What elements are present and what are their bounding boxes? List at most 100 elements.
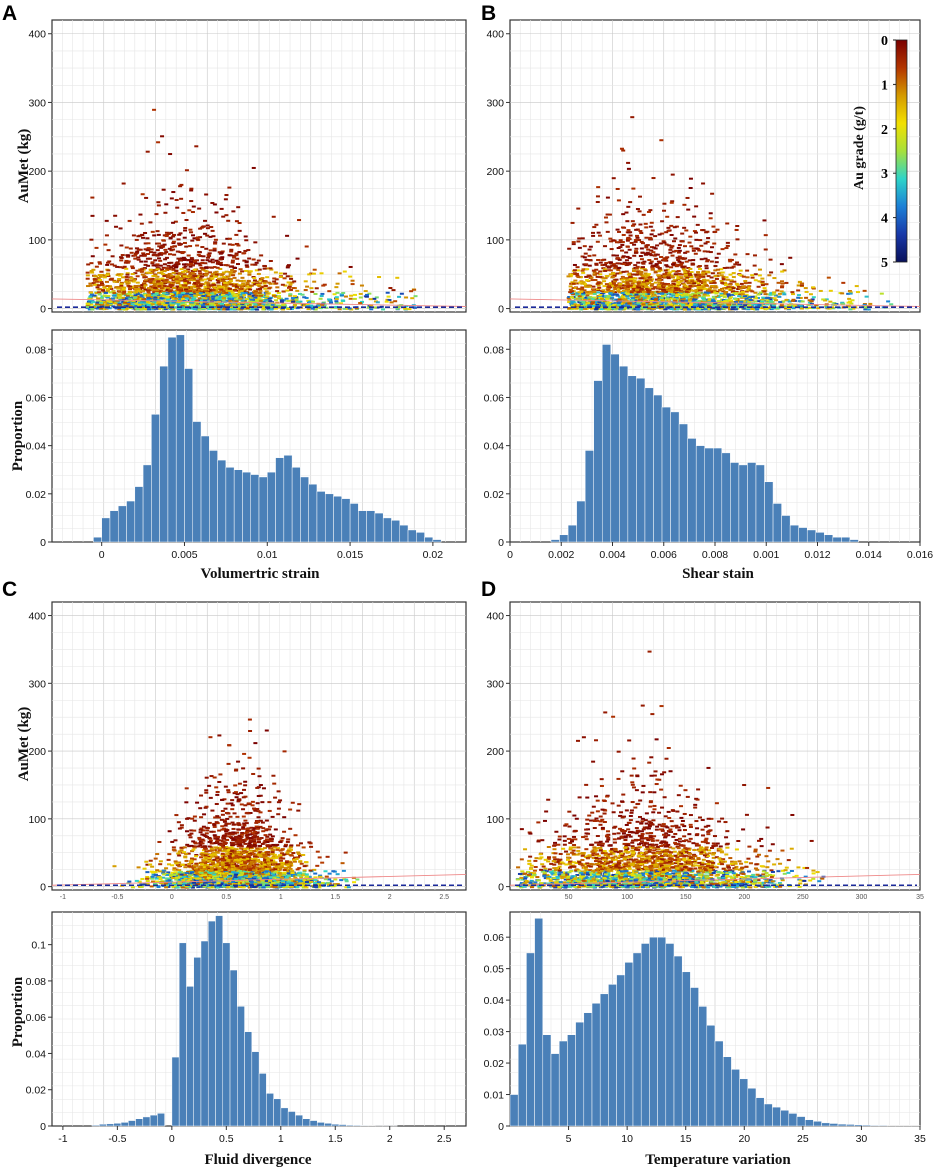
scatter-point <box>685 277 690 280</box>
scatter-point <box>622 293 627 296</box>
hist-bar <box>126 500 136 543</box>
scatter-point <box>824 306 829 309</box>
scatter-point <box>303 289 308 292</box>
scatter-point <box>192 237 197 240</box>
scatter-point <box>232 256 237 259</box>
scatter-point <box>181 263 186 266</box>
panel-a-hist-xtick-label: 0.005 <box>171 549 197 561</box>
scatter-point <box>245 265 250 268</box>
scatter-point <box>234 300 239 303</box>
scatter-point <box>244 269 249 272</box>
scatter-point <box>750 308 755 311</box>
scatter-point <box>598 270 603 273</box>
scatter-point <box>152 294 157 297</box>
scatter-point <box>176 302 181 305</box>
scatter-point <box>763 293 768 296</box>
panel-a-scatter-grid <box>52 20 466 312</box>
scatter-point <box>608 261 613 264</box>
scatter-point <box>601 267 606 270</box>
scatter-point <box>595 275 600 278</box>
scatter-point <box>107 307 112 310</box>
scatter-point <box>248 285 253 288</box>
scatter-point <box>140 284 145 287</box>
scatter-point <box>102 274 107 277</box>
scatter-point <box>680 302 685 305</box>
scatter-point <box>106 300 111 303</box>
hist-bar <box>333 495 343 543</box>
scatter-point <box>171 301 176 304</box>
scatter-point <box>737 293 742 296</box>
scatter-point <box>710 272 715 275</box>
scatter-point <box>242 293 247 296</box>
scatter-point <box>692 230 697 233</box>
scatter-point <box>624 251 629 254</box>
scatter-point <box>630 116 635 119</box>
scatter-point <box>676 287 681 290</box>
scatter-point <box>217 303 222 306</box>
scatter-point <box>664 257 669 260</box>
scatter-point <box>200 268 205 271</box>
scatter-point <box>640 274 645 277</box>
scatter-point <box>396 305 401 308</box>
scatter-point <box>200 261 205 264</box>
scatter-point <box>126 295 131 298</box>
scatter-point <box>577 237 582 240</box>
scatter-point <box>701 292 706 295</box>
scatter-point <box>736 288 741 291</box>
scatter-point <box>358 292 363 295</box>
scatter-point <box>159 253 164 256</box>
scatter-point <box>211 283 216 286</box>
scatter-point <box>616 266 621 269</box>
hist-bar <box>291 467 301 543</box>
scatter-point <box>589 290 594 293</box>
scatter-point <box>241 282 246 285</box>
scatter-point <box>237 229 242 232</box>
scatter-point <box>250 308 255 311</box>
scatter-point <box>153 259 158 262</box>
scatter-point <box>251 300 256 303</box>
panel-a-hist-ytick-label: 0.06 <box>26 392 47 404</box>
scatter-point <box>188 290 193 293</box>
scatter-point <box>116 286 121 289</box>
scatter-point <box>143 288 148 291</box>
scatter-point <box>125 272 130 275</box>
scatter-point <box>653 305 658 308</box>
panel-a-ytick-label: 200 <box>28 166 46 178</box>
scatter-point <box>205 259 210 262</box>
scatter-point <box>685 250 690 253</box>
scatter-point <box>647 259 652 262</box>
scatter-point <box>195 290 200 293</box>
scatter-point <box>582 282 587 285</box>
scatter-point <box>731 272 736 275</box>
scatter-point <box>190 269 195 272</box>
scatter-point <box>208 271 213 274</box>
scatter-point <box>137 300 142 303</box>
scatter-point <box>139 304 144 307</box>
scatter-point <box>687 306 692 309</box>
scatter-point <box>237 272 242 275</box>
scatter-point <box>171 281 176 284</box>
scatter-point <box>251 295 256 298</box>
scatter-point <box>634 298 639 301</box>
scatter-point <box>234 233 239 236</box>
scatter-point <box>312 268 317 271</box>
scatter-point <box>235 263 240 266</box>
scatter-point <box>595 272 600 275</box>
scatter-point <box>568 285 573 288</box>
scatter-point <box>113 302 118 305</box>
scatter-point <box>187 281 192 284</box>
scatter-point <box>195 238 200 241</box>
scatter-point <box>603 216 608 219</box>
scatter-point <box>828 300 833 303</box>
scatter-point <box>223 284 228 287</box>
scatter-point <box>257 291 262 294</box>
scatter-point <box>159 305 164 308</box>
scatter-point <box>571 243 576 246</box>
scatter-point <box>232 307 237 310</box>
scatter-point <box>676 300 681 303</box>
scatter-point <box>223 294 228 297</box>
scatter-point <box>690 278 695 281</box>
scatter-point <box>146 247 151 250</box>
scatter-point <box>604 283 609 286</box>
scatter-point <box>637 239 642 242</box>
